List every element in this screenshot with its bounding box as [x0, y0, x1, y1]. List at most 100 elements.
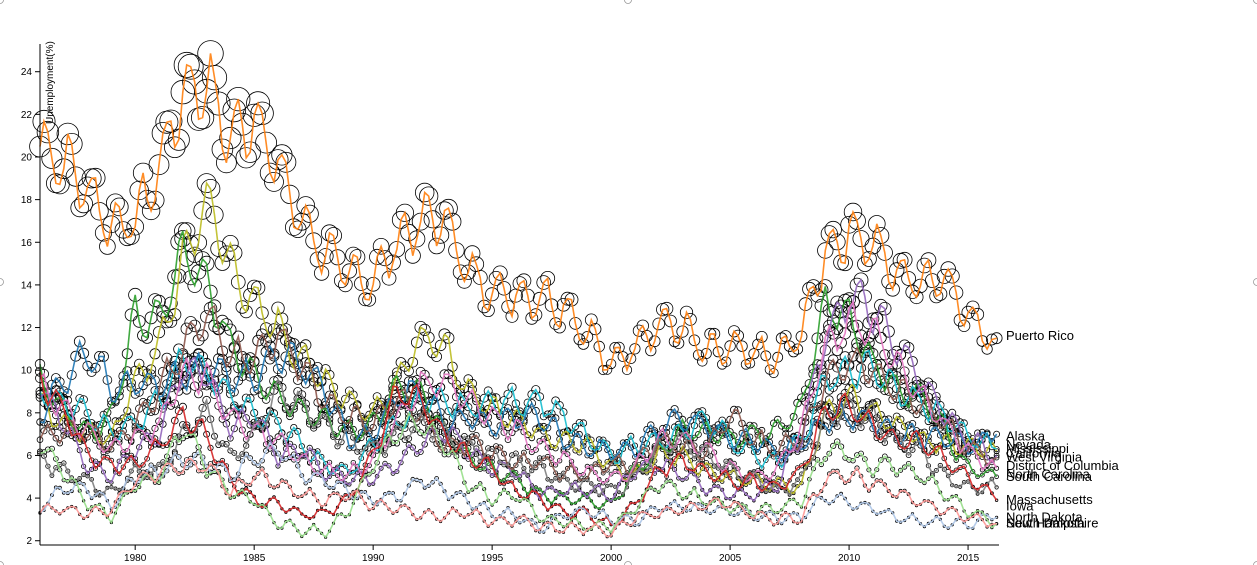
x-tick-label: 1985: [243, 553, 266, 564]
data-point: [472, 269, 488, 285]
data-point: [855, 362, 867, 374]
data-point: [571, 422, 580, 431]
data-point: [398, 459, 404, 466]
data-point: [230, 424, 238, 433]
data-point: [103, 415, 112, 424]
data-point: [854, 465, 860, 471]
data-point: [763, 474, 769, 480]
data-point: [940, 261, 956, 277]
data-point: [870, 473, 876, 479]
state-label: District of Columbia: [1006, 458, 1119, 473]
data-point: [965, 458, 971, 464]
data-point: [298, 452, 305, 459]
data-point: [918, 478, 923, 483]
data-point: [256, 328, 269, 341]
data-point: [126, 217, 144, 236]
data-point: [207, 461, 214, 467]
data-point: [710, 437, 718, 445]
data-point: [84, 433, 91, 441]
data-point: [303, 481, 308, 486]
data-point: [110, 197, 129, 217]
data-point: [183, 432, 191, 440]
data-point: [829, 403, 838, 412]
data-point: [794, 465, 801, 471]
data-point: [212, 323, 225, 336]
data-point: [867, 215, 886, 233]
data-point: [275, 450, 281, 457]
data-point: [647, 430, 655, 438]
x-tick-label: 2010: [838, 553, 861, 564]
data-point: [82, 360, 93, 372]
data-point: [927, 381, 938, 391]
data-point: [345, 246, 362, 263]
data-point: [231, 274, 246, 290]
data-point: [766, 438, 773, 446]
data-point: [93, 465, 99, 471]
data-point: [832, 362, 843, 373]
data-point: [444, 407, 453, 416]
data-point: [250, 280, 266, 296]
data-point: [135, 404, 144, 413]
data-point: [191, 264, 207, 280]
data-point: [372, 238, 390, 255]
series-line: [39, 180, 998, 495]
data-point: [106, 193, 125, 213]
data-point: [174, 230, 192, 248]
data-point: [569, 317, 582, 330]
data-point: [226, 87, 251, 112]
data-point: [660, 484, 665, 489]
y-tick-label: 20: [21, 152, 33, 163]
y-tick-label: 4: [26, 494, 32, 505]
data-point: [593, 340, 605, 353]
data-point: [748, 495, 752, 500]
data-point: [857, 423, 865, 431]
data-point: [358, 292, 373, 307]
data-point: [143, 435, 151, 443]
data-point: [267, 323, 281, 336]
data-point: [886, 488, 891, 493]
data-point: [414, 321, 427, 334]
data-point: [52, 434, 60, 442]
state-label: South Dakota: [1006, 516, 1086, 531]
data-point: [156, 461, 162, 467]
data-point: [525, 311, 539, 325]
data-point: [410, 336, 423, 349]
data-point: [916, 404, 925, 413]
data-point: [481, 303, 495, 317]
data-point: [187, 107, 211, 131]
data-point: [704, 327, 717, 340]
data-point: [818, 461, 824, 468]
data-point: [970, 469, 976, 475]
data-point: [176, 454, 182, 460]
data-point: [84, 447, 91, 454]
data-point: [164, 136, 186, 159]
data-point: [213, 353, 224, 365]
data-point: [544, 453, 551, 460]
data-point: [275, 151, 297, 173]
data-point: [362, 445, 369, 452]
data-point: [828, 233, 846, 251]
data-point: [170, 233, 188, 251]
data-point: [595, 436, 603, 443]
data-point: [568, 458, 575, 465]
data-point: [233, 375, 244, 386]
data-point: [898, 467, 904, 473]
data-point: [418, 323, 431, 336]
data-point: [93, 493, 98, 498]
data-point: [423, 376, 434, 387]
x-tick-label: 1995: [481, 553, 504, 564]
data-point: [679, 305, 694, 319]
data-point: [263, 447, 270, 454]
data-point: [867, 347, 879, 359]
data-point: [739, 448, 746, 455]
y-tick-label: 6: [26, 451, 32, 462]
data-point: [253, 372, 264, 383]
data-point: [215, 152, 237, 174]
data-point: [408, 230, 426, 248]
data-point: [53, 465, 59, 471]
data-point: [188, 462, 194, 468]
data-point: [779, 330, 792, 343]
data-point: [909, 446, 916, 453]
data-point: [224, 323, 237, 336]
